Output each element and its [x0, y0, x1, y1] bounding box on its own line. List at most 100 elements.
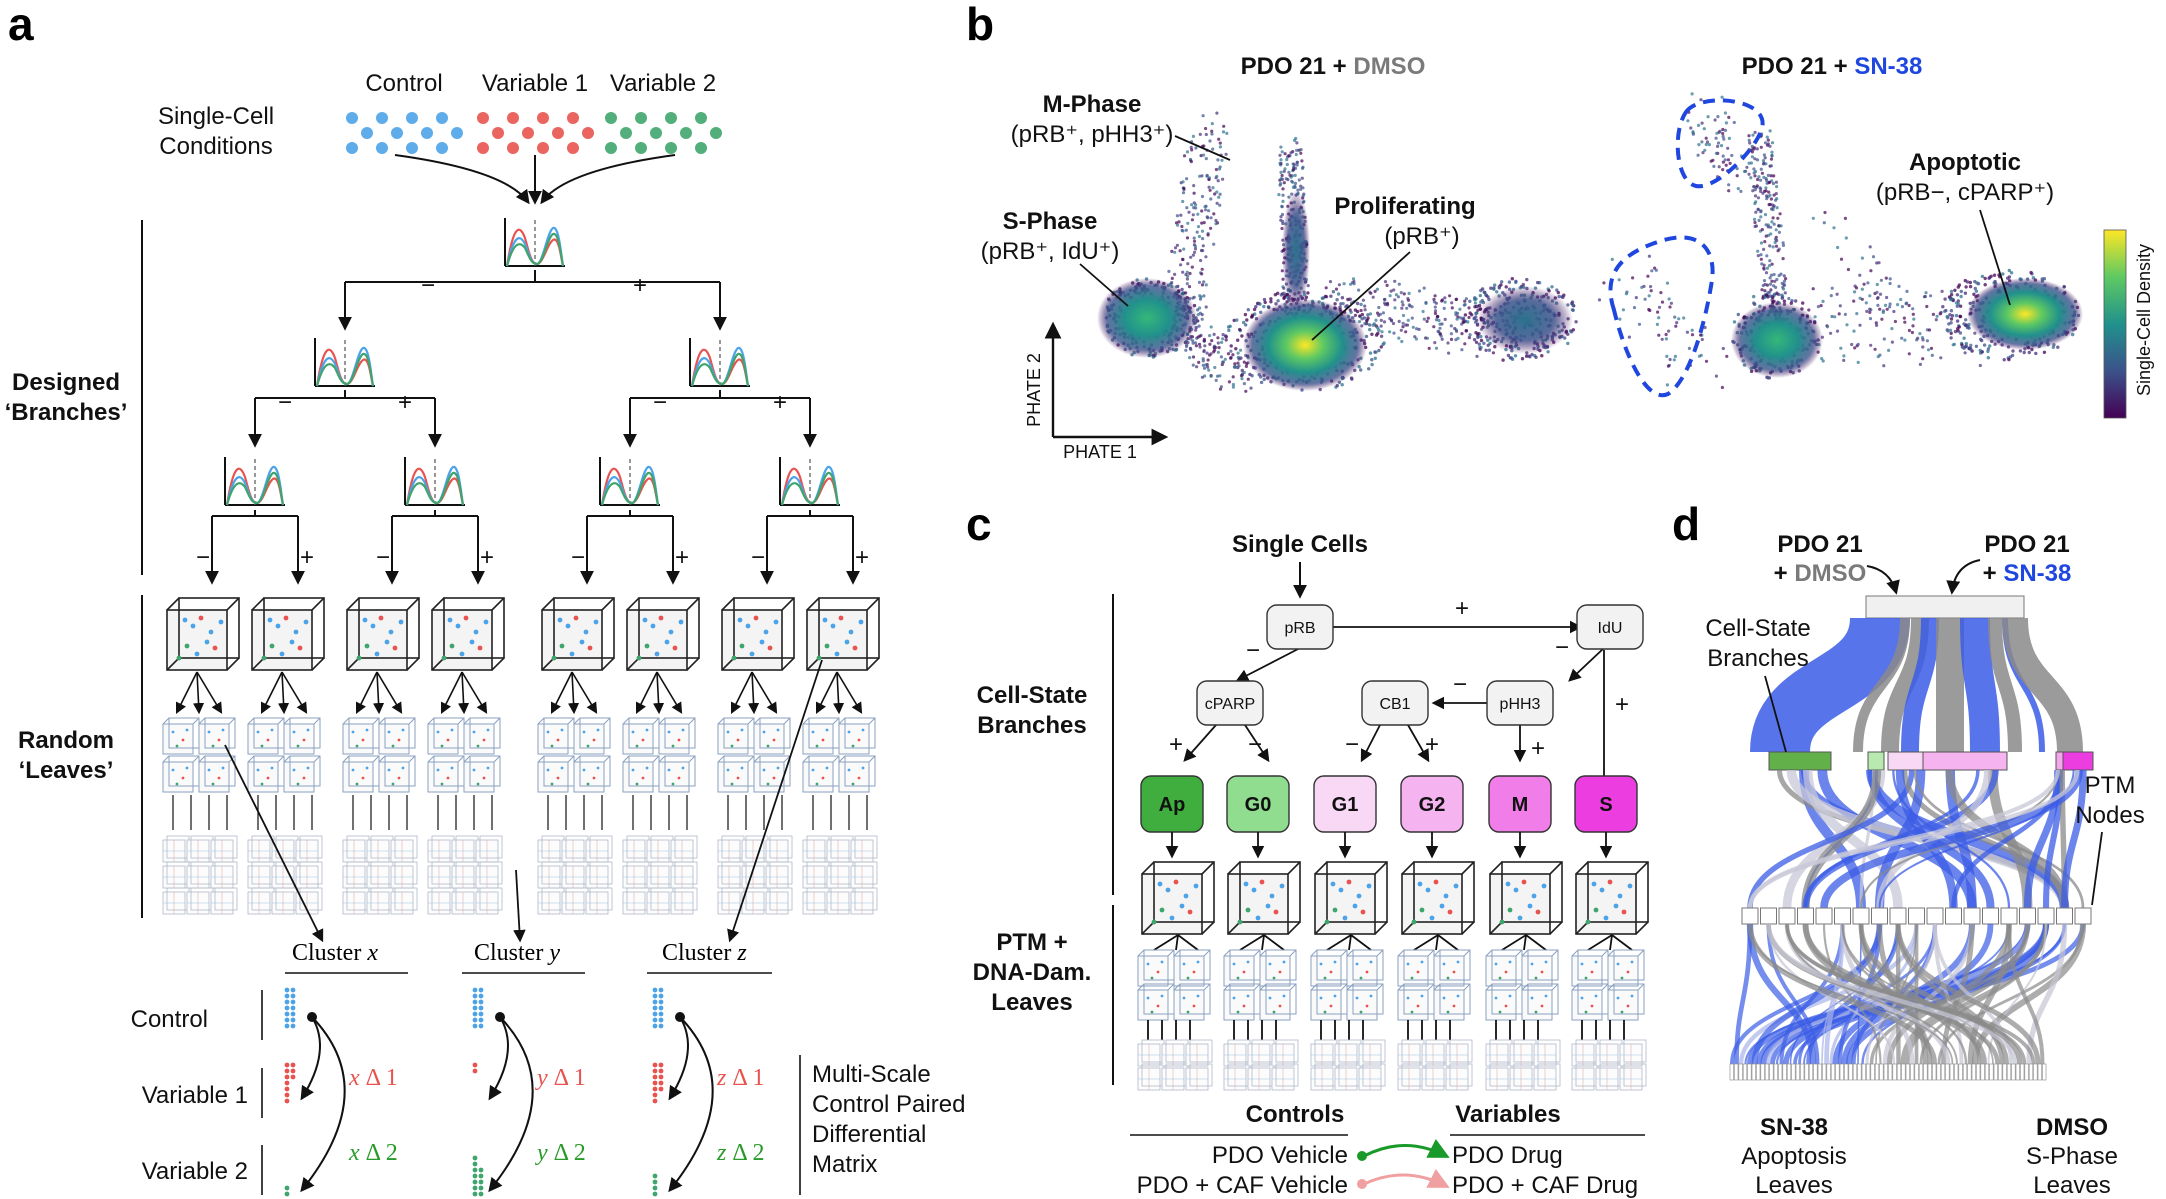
panel-d: d PDO 21 + DMSO PDO 21 + SN-38 Cell-Stat…: [1672, 498, 2145, 1199]
sankey-branch-node-6: [2062, 751, 2094, 771]
micro-cube: [850, 861, 878, 889]
sankey-flow-branch: [1853, 617, 1910, 753]
condition-label-variable2: Variable 2: [610, 70, 716, 97]
subleaf-cube: [342, 717, 380, 755]
subleaf-cube: [753, 717, 791, 755]
matrix-label-line1: Multi-Scale: [812, 1061, 931, 1088]
ptm-micro-cube: [1247, 1063, 1275, 1091]
ptm-subleaf-cube: [1223, 983, 1261, 1021]
differential-block-3: z Δ 1 z Δ 2: [652, 987, 764, 1197]
ptm-micro-cube: [1161, 1063, 1189, 1091]
sign-minus: −: [421, 272, 435, 299]
sankey-flow-ptm: [2061, 769, 2087, 909]
ptm-micro-cube: [1619, 1039, 1647, 1067]
node-prb: pRB: [1266, 604, 1334, 650]
ptm-leaf-cube: [1141, 861, 1215, 935]
sankey-leaf-node: [1764, 1063, 1770, 1081]
svg-text:−: −: [1345, 731, 1359, 758]
micro-cube: [622, 835, 650, 863]
subleaf-cube: [283, 717, 321, 755]
leaf-cube-4: [431, 597, 505, 671]
annotation-apoptotic-title: Apoptotic: [1909, 149, 2021, 176]
cell-state-branches-d-line1: Cell-State: [1705, 615, 1810, 642]
condition-label-variable1: Variable 1: [482, 70, 588, 97]
ptm-micro-cube: [1445, 1063, 1473, 1091]
svg-text:cPARP: cPARP: [1205, 696, 1255, 713]
sankey-leaf-node: [2020, 1063, 2025, 1081]
micro-cube: [561, 887, 589, 915]
ptm-subleaf-cube: [1433, 983, 1471, 1021]
sankey-ptm-node: [2000, 907, 2018, 925]
leaf-cube-5: [541, 597, 615, 671]
subleaf-cube: [537, 717, 575, 755]
sankey-leaf-node: [1945, 1063, 1950, 1081]
ptm-micro-cube: [1334, 1039, 1362, 1067]
matrix-label-line3: Differential: [812, 1121, 926, 1148]
subleaf-cube: [622, 755, 660, 793]
sankey-leaf-node: [2033, 1063, 2038, 1081]
panel-b-label: b: [966, 0, 994, 50]
sankey-leaf-node: [1778, 1063, 1783, 1081]
leaf-cube-3: [346, 597, 420, 671]
sankey-leaf-node: [1826, 1063, 1831, 1081]
leaf-cube-7: [721, 597, 795, 671]
sankey-leaf-node: [1751, 1063, 1756, 1081]
designed-branches-line2: ‘Branches’: [5, 399, 128, 426]
sankey-leaf-node: [1940, 1063, 1946, 1081]
ptm-micro-cube: [1185, 1063, 1213, 1091]
sankey-leaf-node: [1848, 1063, 1853, 1081]
micro-cube: [342, 835, 370, 863]
control-pdo-vehicle: PDO Vehicle: [1212, 1142, 1348, 1169]
micro-cube: [646, 887, 674, 915]
subleaf-cube: [573, 717, 611, 755]
sankey-flow-branch: [1960, 617, 2000, 753]
ptm-micro-cube: [1445, 1039, 1473, 1067]
sankey-leaf-node: [1769, 1063, 1774, 1081]
sankey-ptm-node: [1778, 907, 1796, 925]
designed-branches-line1: Designed: [12, 369, 120, 396]
subleaf-cube: [802, 755, 840, 793]
sn38-leaves-line1: Apoptosis: [1741, 1143, 1846, 1170]
micro-cube: [765, 835, 793, 863]
ptm-subleaf-cube: [1485, 983, 1523, 1021]
paired-differential-blocks: x Δ 1 x Δ 2 y Δ 1 y Δ 2 z Δ 1 z Δ 2: [284, 987, 764, 1197]
subleaf-cube: [537, 755, 575, 793]
ptm-subleaf-cube: [1571, 983, 1609, 1021]
ptm-subleaf-cube: [1485, 949, 1523, 987]
ptm-micro-cube: [1358, 1063, 1386, 1091]
plot-title-sn38: PDO 21 + SN-38: [1742, 53, 1923, 80]
delta-label-2: z Δ 2: [716, 1140, 764, 1166]
dmso-leaves-line2: Leaves: [2033, 1172, 2110, 1199]
sankey-flow-branch: [2002, 617, 2083, 753]
sankey-leaf-node: [1980, 1063, 1985, 1081]
ptm-micro-cube: [1310, 1039, 1338, 1067]
sankey-ptm-node: [1945, 907, 1962, 925]
sankey-leaf-node: [1857, 1063, 1862, 1081]
differential-block-2: y Δ 1 y Δ 2: [472, 987, 586, 1197]
sign-plus: +: [300, 544, 314, 571]
annotation-apoptotic-sub: (pRB−, cPARP⁺): [1876, 179, 2054, 206]
svg-text:Ap: Ap: [1159, 794, 1186, 816]
ptm-micro-cube: [1595, 1039, 1623, 1067]
delta-label-1: y Δ 1: [535, 1065, 586, 1091]
micro-cube: [451, 861, 479, 889]
micro-cube: [670, 887, 698, 915]
sankey-flow-leaf: [1738, 923, 1919, 1065]
sankey-leaf-node: [1923, 1063, 1928, 1081]
sankey-leaf-node: [1984, 1063, 1990, 1081]
sankey-leaf-node: [1888, 1063, 1893, 1081]
sankey-leaf-node: [1773, 1063, 1778, 1081]
ptm-micro-cube: [1223, 1039, 1251, 1067]
ptm-leaf-cube: [1489, 861, 1563, 935]
ptm-micro-cube: [1485, 1039, 1513, 1067]
histogram-level2-3: [598, 455, 662, 507]
micro-cube: [186, 861, 214, 889]
ptm-micro-cube: [1137, 1063, 1165, 1091]
micro-cube: [295, 861, 323, 889]
micro-cube: [670, 835, 698, 863]
micro-cube: [366, 835, 394, 863]
ptm-nodes-line2: Nodes: [2075, 802, 2144, 829]
pdo21-sn38-line2: + SN-38: [1983, 560, 2072, 587]
subleaf-cube: [717, 755, 755, 793]
